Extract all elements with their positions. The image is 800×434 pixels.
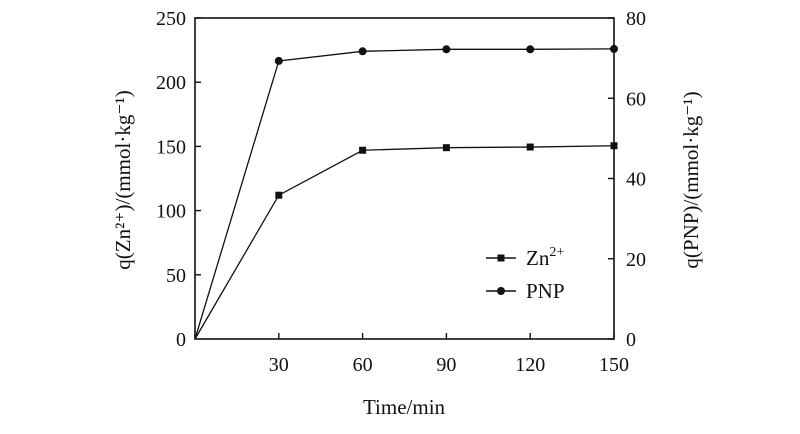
data-point-zn2 [359, 146, 367, 154]
legend-marker-zn [497, 254, 505, 262]
data-point-pnp [274, 56, 283, 65]
y-left-tick-label: 100 [156, 201, 186, 223]
data-point-zn2 [526, 143, 534, 151]
y-right-tick-label: 20 [626, 249, 646, 271]
data-point-pnp [610, 44, 618, 53]
y-left-tick-label: 250 [156, 8, 186, 30]
data-point-zn2 [442, 144, 450, 152]
legend-label-zn: Zn2+ [526, 245, 564, 270]
x-tick-label: 120 [515, 354, 545, 376]
legend-label-zn-main: Zn [526, 246, 550, 270]
data-point-pnp [526, 45, 535, 54]
data-point-zn2 [610, 142, 618, 150]
y-axis-title-left: q(Zn²⁺)/(mmol·kg⁻¹) [111, 90, 135, 269]
legend-label-zn-sup: 2+ [549, 245, 564, 260]
legend-label-pnp: PNP [526, 279, 565, 303]
legend: Zn2+ PNP [486, 245, 565, 303]
series-line-pnp [194, 48, 615, 340]
lines-layer [194, 48, 615, 340]
x-tick-label: 30 [269, 354, 289, 376]
series-line-zn2 [194, 145, 615, 340]
x-axis-title: Time/min [363, 395, 446, 419]
ticks-layer: 0 30 60 90 120 150 50 100 150 200 250 0 20 40 60 80 [156, 8, 646, 376]
x-tick-label: 60 [353, 354, 373, 376]
x-tick-label: 150 [599, 354, 629, 376]
data-point-zn2 [275, 191, 283, 199]
y-right-tick-label: 80 [626, 8, 646, 30]
y-right-tick-label: 60 [626, 88, 646, 110]
y-left-tick-label: 200 [156, 72, 186, 94]
markers-layer [274, 44, 618, 199]
legend-marker-pnp [497, 287, 505, 295]
data-point-pnp [442, 45, 451, 54]
y-left-tick-label: 50 [166, 265, 186, 287]
y-right-tick-label: 0 [626, 329, 636, 351]
data-point-pnp [358, 47, 367, 56]
y-right-tick-label: 40 [626, 169, 646, 191]
y-left-tick-label: 150 [156, 136, 186, 158]
y-axis-title-right: q(PNP)/(mmol·kg⁻¹) [679, 91, 703, 268]
origin-tick-label: 0 [176, 329, 186, 351]
x-tick-label: 90 [436, 354, 456, 376]
